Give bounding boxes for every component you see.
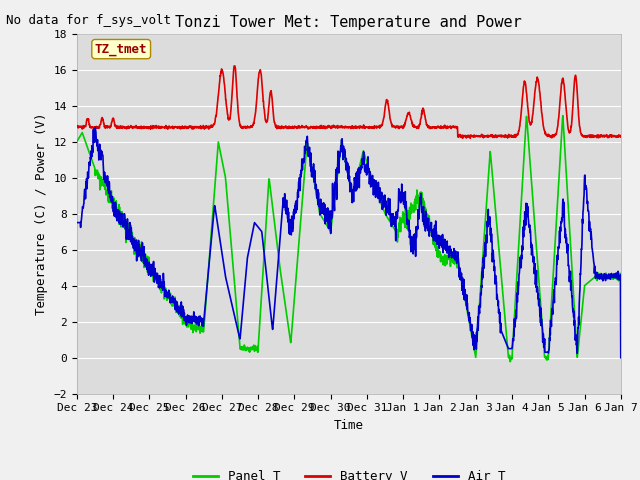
- Legend: Panel T, Battery V, Air T: Panel T, Battery V, Air T: [188, 465, 510, 480]
- Text: No data for f_sys_volt: No data for f_sys_volt: [6, 14, 172, 27]
- Y-axis label: Temperature (C) / Power (V): Temperature (C) / Power (V): [35, 112, 48, 315]
- Title: Tonzi Tower Met: Temperature and Power: Tonzi Tower Met: Temperature and Power: [175, 15, 522, 30]
- X-axis label: Time: Time: [334, 419, 364, 432]
- Text: TZ_tmet: TZ_tmet: [95, 43, 147, 56]
